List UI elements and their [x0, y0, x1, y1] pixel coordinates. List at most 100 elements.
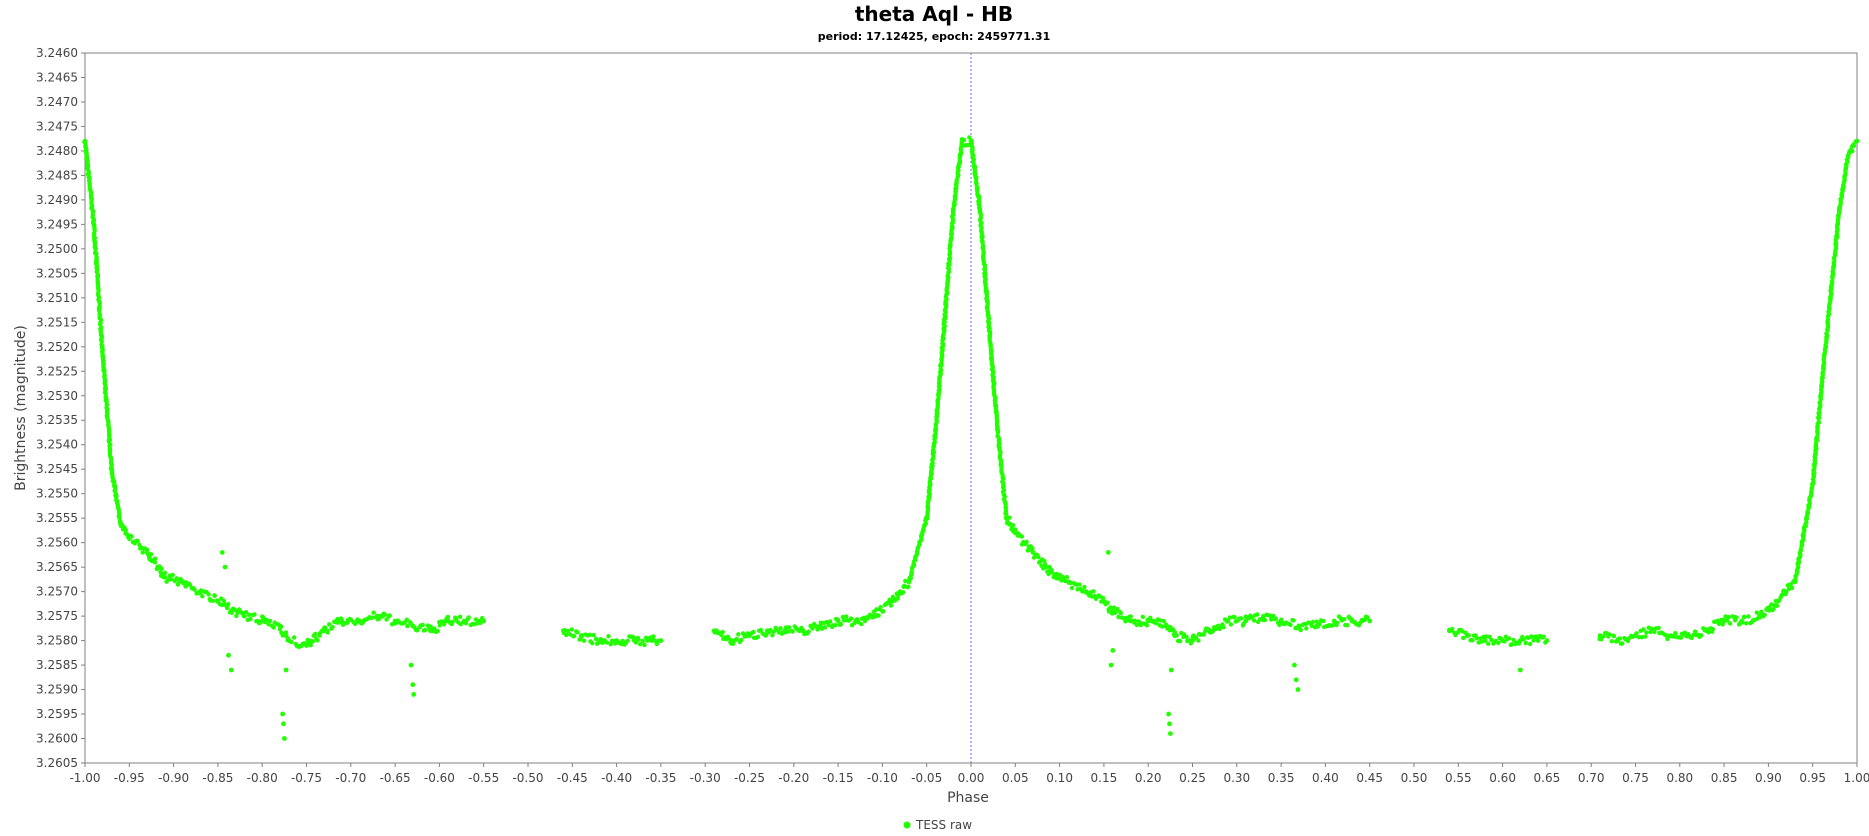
data-point [221, 598, 227, 604]
data-point [1314, 623, 1319, 629]
legend-marker [903, 821, 911, 829]
data-point [1541, 634, 1546, 639]
data-point [1527, 641, 1533, 647]
data-point [575, 630, 580, 635]
data-point [1721, 618, 1727, 624]
data-point [1650, 628, 1656, 634]
data-point [82, 138, 88, 144]
data-point [1367, 618, 1373, 624]
data-point [771, 629, 776, 634]
data-point [1365, 615, 1370, 620]
data-point [463, 618, 469, 624]
data-point [1221, 625, 1226, 630]
data-point [995, 427, 1000, 433]
data-point [242, 613, 247, 619]
data-point [197, 589, 203, 594]
data-point [937, 387, 942, 392]
data-point [906, 584, 911, 589]
data-point [906, 579, 912, 585]
data-point [578, 633, 584, 639]
data-point [849, 616, 854, 621]
data-point [954, 186, 959, 191]
data-point [1128, 618, 1133, 624]
data-point [1766, 608, 1772, 613]
data-point [620, 638, 625, 644]
data-point [313, 631, 318, 637]
outlier-point [280, 711, 285, 717]
data-point [638, 642, 643, 647]
data-point [1482, 638, 1488, 643]
outlier-point [1105, 550, 1111, 555]
y-tick-label: 3.2465 [36, 70, 78, 84]
legend: TESS raw [903, 818, 972, 832]
data-point [968, 138, 974, 144]
data-point [1115, 606, 1120, 612]
x-tick-label: 0.05 [1002, 771, 1029, 785]
series-tess-raw [82, 135, 1860, 741]
data-point [1474, 635, 1479, 641]
data-point [636, 637, 641, 642]
data-point [169, 577, 174, 582]
outlier-point [226, 652, 231, 658]
data-point [1461, 635, 1466, 641]
outlier-point [1167, 721, 1172, 727]
data-point [101, 361, 106, 366]
data-point [755, 634, 761, 640]
data-point [642, 642, 647, 648]
data-point [1019, 534, 1025, 539]
data-point [1225, 618, 1231, 624]
x-tick-label: 0.65 [1534, 771, 1561, 785]
data-point [1261, 613, 1266, 619]
data-point [590, 641, 595, 646]
data-point [1249, 615, 1254, 620]
x-tick-label: -0.30 [690, 771, 721, 785]
data-point [224, 603, 230, 609]
data-point [335, 616, 340, 622]
data-point [778, 626, 783, 631]
data-point [790, 629, 795, 634]
outlier-point [408, 662, 414, 668]
data-point [1496, 640, 1501, 645]
data-point [1678, 635, 1684, 640]
data-point [1544, 638, 1550, 643]
data-point [1511, 637, 1516, 643]
x-tick-label: -0.90 [158, 771, 189, 785]
y-tick-label: 3.2565 [36, 560, 78, 574]
x-tick-label: 1.00 [1844, 771, 1869, 785]
data-point [865, 616, 871, 621]
data-point [1825, 317, 1831, 322]
data-point [938, 366, 943, 372]
data-point [1077, 582, 1082, 587]
data-point [950, 207, 956, 213]
data-point [924, 515, 930, 521]
data-point [1140, 614, 1146, 619]
data-point [1277, 622, 1282, 628]
data-point [1310, 619, 1316, 625]
plot-area [84, 52, 1858, 764]
data-point [315, 638, 320, 643]
x-tick-label: 0.55 [1445, 771, 1472, 785]
y-tick-label: 3.2480 [36, 144, 78, 158]
data-point [939, 360, 944, 365]
data-point [1820, 370, 1826, 375]
x-tick-label: 0.75 [1622, 771, 1649, 785]
data-point [103, 391, 108, 396]
data-point [457, 614, 463, 619]
data-point [1278, 618, 1284, 624]
data-point [1771, 606, 1776, 612]
x-tick-label: 0.00 [958, 771, 985, 785]
data-point [174, 576, 179, 581]
y-tick-label: 3.2595 [36, 707, 78, 721]
data-point [1161, 618, 1167, 624]
data-point [1321, 618, 1326, 624]
data-point [977, 207, 983, 213]
data-point [1611, 633, 1617, 639]
data-point [428, 624, 433, 629]
y-tick-label: 3.2475 [36, 119, 78, 133]
data-point [758, 627, 763, 633]
data-point [888, 599, 894, 604]
data-point [1486, 641, 1491, 646]
data-point [959, 138, 965, 144]
x-tick-label: -0.60 [424, 771, 455, 785]
data-point [1004, 512, 1009, 517]
